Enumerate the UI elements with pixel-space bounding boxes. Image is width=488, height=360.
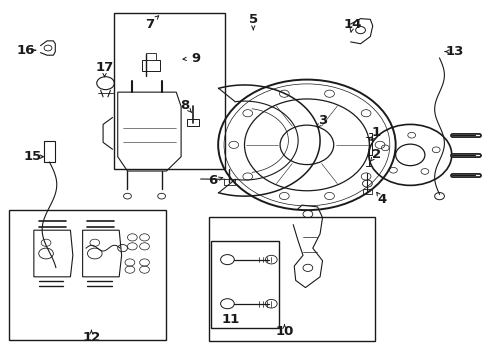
Text: 9: 9 [191,51,200,64]
Text: 17: 17 [95,60,113,73]
Text: 16: 16 [17,44,35,57]
Bar [362,189,371,194]
Text: 11: 11 [221,312,240,326]
Text: 4: 4 [377,193,386,206]
Text: 12: 12 [82,330,101,343]
Bar [9,211,166,339]
Text: 10: 10 [275,325,293,338]
Bar [142,60,159,71]
Bar [211,241,278,328]
Text: 14: 14 [343,18,361,31]
Bar [43,140,55,162]
Bar [114,13,224,169]
Bar [146,53,156,60]
Bar [187,119,199,126]
Bar [209,217,374,341]
Text: 13: 13 [445,45,464,58]
Text: 15: 15 [23,150,41,163]
Text: 6: 6 [208,174,217,187]
Text: 5: 5 [248,13,257,26]
Text: 8: 8 [180,99,189,112]
Text: 2: 2 [371,148,380,161]
Text: 3: 3 [317,114,326,127]
Text: 1: 1 [371,126,380,139]
Bar [224,179,234,185]
Text: 7: 7 [144,18,154,31]
